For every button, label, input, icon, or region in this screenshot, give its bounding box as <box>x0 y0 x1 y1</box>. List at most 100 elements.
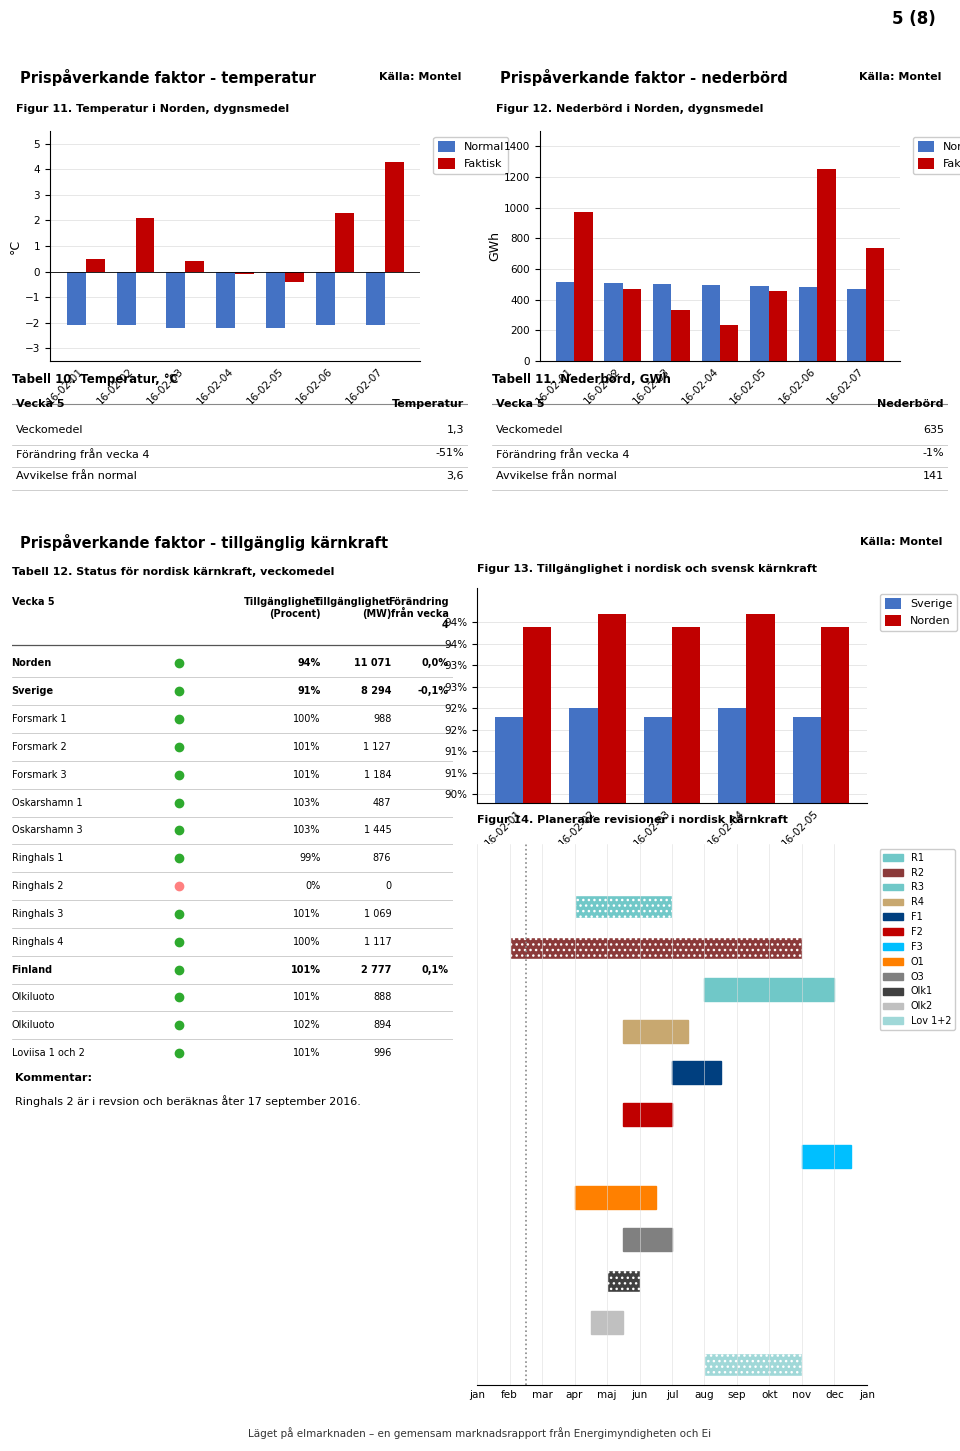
Text: -1%: -1% <box>923 448 944 459</box>
Text: Forsmark 1: Forsmark 1 <box>12 714 66 724</box>
Text: Olkiluoto: Olkiluoto <box>12 992 55 1003</box>
Bar <box>607 1270 639 1293</box>
Text: Ringhals 3: Ringhals 3 <box>12 908 63 918</box>
Bar <box>623 1020 688 1043</box>
Text: 1 184: 1 184 <box>364 769 392 779</box>
Bar <box>385 161 403 271</box>
Text: Finland: Finland <box>12 965 53 975</box>
Text: Ringhals 2 är i revsion och beräknas åter 17 september 2016.: Ringhals 2 är i revsion och beräknas åte… <box>15 1096 361 1107</box>
Text: Oskarshamn 3: Oskarshamn 3 <box>12 826 83 836</box>
Text: 996: 996 <box>372 1048 392 1058</box>
Text: Ringhals 1: Ringhals 1 <box>12 853 63 863</box>
Text: 0,1%: 0,1% <box>421 965 448 975</box>
Text: Förändring
från vecka
4: Förändring från vecka 4 <box>388 596 448 630</box>
Text: 894: 894 <box>372 1020 392 1030</box>
Text: Läget på elmarknaden – en gemensam marknadsrapport från Energimyndigheten och Ei: Läget på elmarknaden – en gemensam markn… <box>249 1428 711 1439</box>
Text: 3,6: 3,6 <box>446 470 464 480</box>
Text: Temperatur: Temperatur <box>392 399 464 409</box>
Legend: Sverige, Norden: Sverige, Norden <box>880 593 957 631</box>
Text: 0,0%: 0,0% <box>421 659 448 669</box>
Text: 2 777: 2 777 <box>361 965 392 975</box>
Text: Ringhals 4: Ringhals 4 <box>12 937 63 946</box>
Text: 100%: 100% <box>293 714 321 724</box>
Text: Avvikelse från normal: Avvikelse från normal <box>496 470 617 480</box>
Text: Förändring från vecka 4: Förändring från vecka 4 <box>16 448 150 460</box>
Text: Prispåverkande faktor - nederbörd: Prispåverkande faktor - nederbörd <box>500 68 787 86</box>
Text: Olkiluoto: Olkiluoto <box>12 1020 55 1030</box>
Bar <box>623 1103 672 1126</box>
Text: Källa: Montel: Källa: Montel <box>379 73 462 83</box>
Bar <box>644 717 672 1451</box>
Text: 101%: 101% <box>293 1048 321 1058</box>
Text: 101%: 101% <box>291 965 321 975</box>
Bar <box>605 283 623 361</box>
Bar <box>817 170 835 361</box>
Bar <box>574 895 672 918</box>
Text: 94%: 94% <box>298 659 321 669</box>
Text: 8 294: 8 294 <box>361 686 392 696</box>
Text: Forsmark 3: Forsmark 3 <box>12 769 66 779</box>
Bar <box>747 614 775 1451</box>
Text: Ringhals 2: Ringhals 2 <box>12 881 63 891</box>
Text: Figur 13. Tillgänglighet i nordisk och svensk kärnkraft: Figur 13. Tillgänglighet i nordisk och s… <box>477 564 817 575</box>
Bar <box>235 271 254 274</box>
Bar <box>67 271 85 325</box>
Text: 487: 487 <box>372 798 392 808</box>
Text: Norden: Norden <box>12 659 52 669</box>
Text: 876: 876 <box>372 853 392 863</box>
Text: Avvikelse från normal: Avvikelse från normal <box>16 470 137 480</box>
Text: 91%: 91% <box>298 686 321 696</box>
Bar <box>720 325 738 361</box>
Text: Vecka 5: Vecka 5 <box>16 399 64 409</box>
Bar <box>793 717 821 1451</box>
Text: 0%: 0% <box>305 881 321 891</box>
Text: 11 071: 11 071 <box>354 659 392 669</box>
Bar <box>750 286 769 361</box>
Text: 101%: 101% <box>293 741 321 752</box>
Bar <box>574 1187 656 1209</box>
Bar <box>216 271 235 328</box>
Text: 1,3: 1,3 <box>446 425 464 435</box>
Text: Figur 14. Planerade revisioner i nordisk kärnkraft: Figur 14. Planerade revisioner i nordisk… <box>477 815 788 826</box>
Text: -51%: -51% <box>435 448 464 459</box>
Text: Figur 11. Temperatur i Norden, dygnsmedel: Figur 11. Temperatur i Norden, dygnsmede… <box>16 104 290 115</box>
Text: Vecka 5: Vecka 5 <box>496 399 544 409</box>
Text: Källa: Montel: Källa: Montel <box>859 537 942 547</box>
Text: Veckomedel: Veckomedel <box>496 425 564 435</box>
Bar <box>672 627 700 1451</box>
Bar <box>135 218 155 271</box>
Bar <box>366 271 385 325</box>
Text: 100%: 100% <box>293 937 321 946</box>
Text: 5 (8): 5 (8) <box>892 10 936 28</box>
Text: 1 445: 1 445 <box>364 826 392 836</box>
Text: 1 069: 1 069 <box>364 908 392 918</box>
Text: 0: 0 <box>385 881 392 891</box>
Bar <box>316 271 335 325</box>
Text: Tabell 10. Temperatur, °C: Tabell 10. Temperatur, °C <box>12 373 178 386</box>
Text: 99%: 99% <box>300 853 321 863</box>
Text: Kommentar:: Kommentar: <box>15 1072 92 1082</box>
Legend: Normal, Faktisk: Normal, Faktisk <box>434 136 508 174</box>
Text: Forsmark 2: Forsmark 2 <box>12 741 66 752</box>
Text: 988: 988 <box>372 714 392 724</box>
Bar <box>523 627 551 1451</box>
Bar <box>590 1312 623 1333</box>
Text: 101%: 101% <box>293 769 321 779</box>
Bar <box>866 248 884 361</box>
Bar <box>85 258 105 271</box>
Text: Tillgänglighet
(Procent): Tillgänglighet (Procent) <box>244 596 321 618</box>
Bar <box>718 708 747 1451</box>
Bar <box>166 271 185 328</box>
Bar <box>702 284 720 361</box>
Text: Nederbörd: Nederbörd <box>877 399 944 409</box>
Bar <box>569 708 597 1451</box>
Y-axis label: GWh: GWh <box>488 231 501 261</box>
Bar <box>335 213 354 271</box>
Bar <box>799 287 817 361</box>
Text: 141: 141 <box>923 470 944 480</box>
Bar <box>623 289 641 361</box>
Bar <box>574 212 593 361</box>
Bar <box>672 1062 721 1084</box>
Text: Tabell 11. Nederbörd, GWh: Tabell 11. Nederbörd, GWh <box>492 373 670 386</box>
Text: Tabell 12. Status för nordisk kärnkraft, veckomedel: Tabell 12. Status för nordisk kärnkraft,… <box>12 567 334 577</box>
